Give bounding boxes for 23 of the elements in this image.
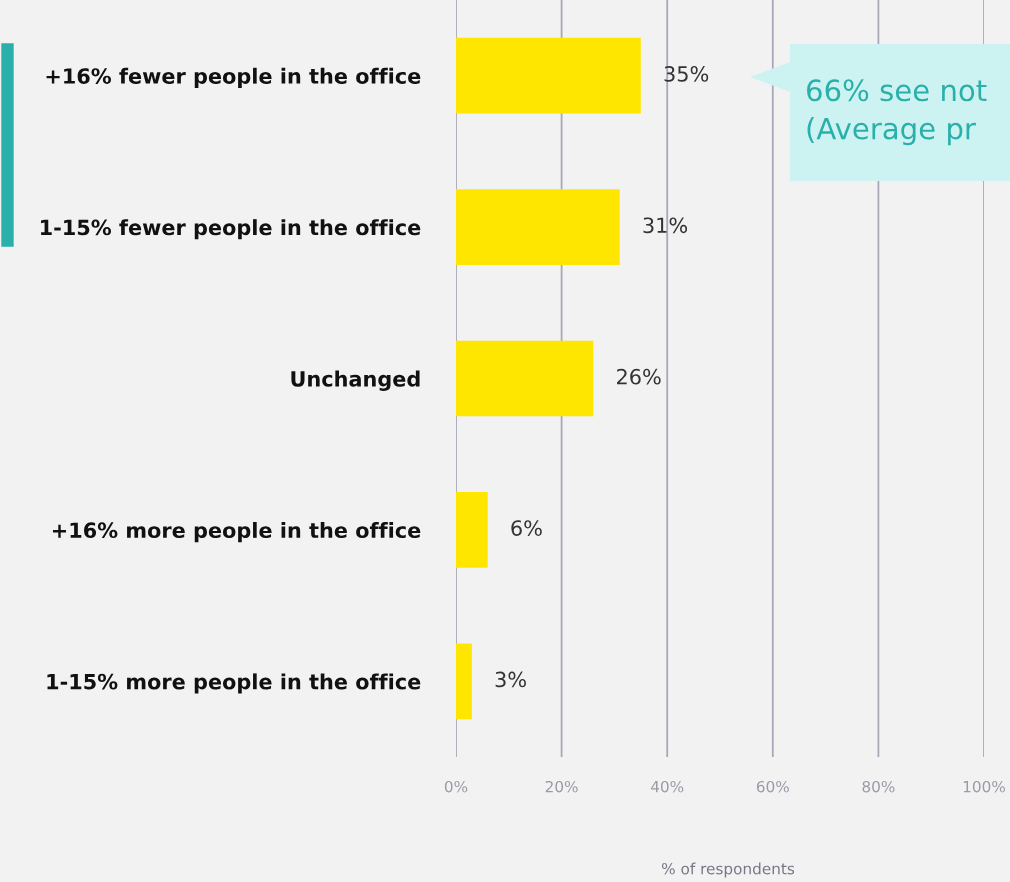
x-tick-label: 20% xyxy=(545,780,578,793)
bar xyxy=(456,37,641,114)
x-tick-label: 0% xyxy=(444,780,468,793)
y-tick-label: +16% fewer people in the office xyxy=(46,67,421,88)
data-label: 31% xyxy=(643,217,688,234)
bar xyxy=(456,492,488,568)
annotation: 66% see not (Average pr xyxy=(807,79,987,146)
y-tick-label: 1-15% more people in the office xyxy=(47,673,421,694)
bar xyxy=(456,643,472,720)
data-label: 3% xyxy=(495,671,526,688)
y-tick-label: 1-15% fewer people in the office xyxy=(41,219,421,240)
y-tick-label: +16% more people in the office xyxy=(52,521,421,543)
bar xyxy=(456,189,620,265)
data-label: 35% xyxy=(664,65,709,82)
x-tick-label: 40% xyxy=(650,780,684,793)
y-tick-label: Unchanged xyxy=(291,370,420,391)
data-label: 6% xyxy=(511,520,542,536)
x-tick-label: 60% xyxy=(756,780,789,793)
x-tick-label: 80% xyxy=(862,780,895,793)
bar xyxy=(456,340,594,417)
x-tick-label: 100% xyxy=(963,780,1005,793)
x-axis-title: % of respondents xyxy=(661,862,795,878)
data-label: 26% xyxy=(617,368,661,385)
